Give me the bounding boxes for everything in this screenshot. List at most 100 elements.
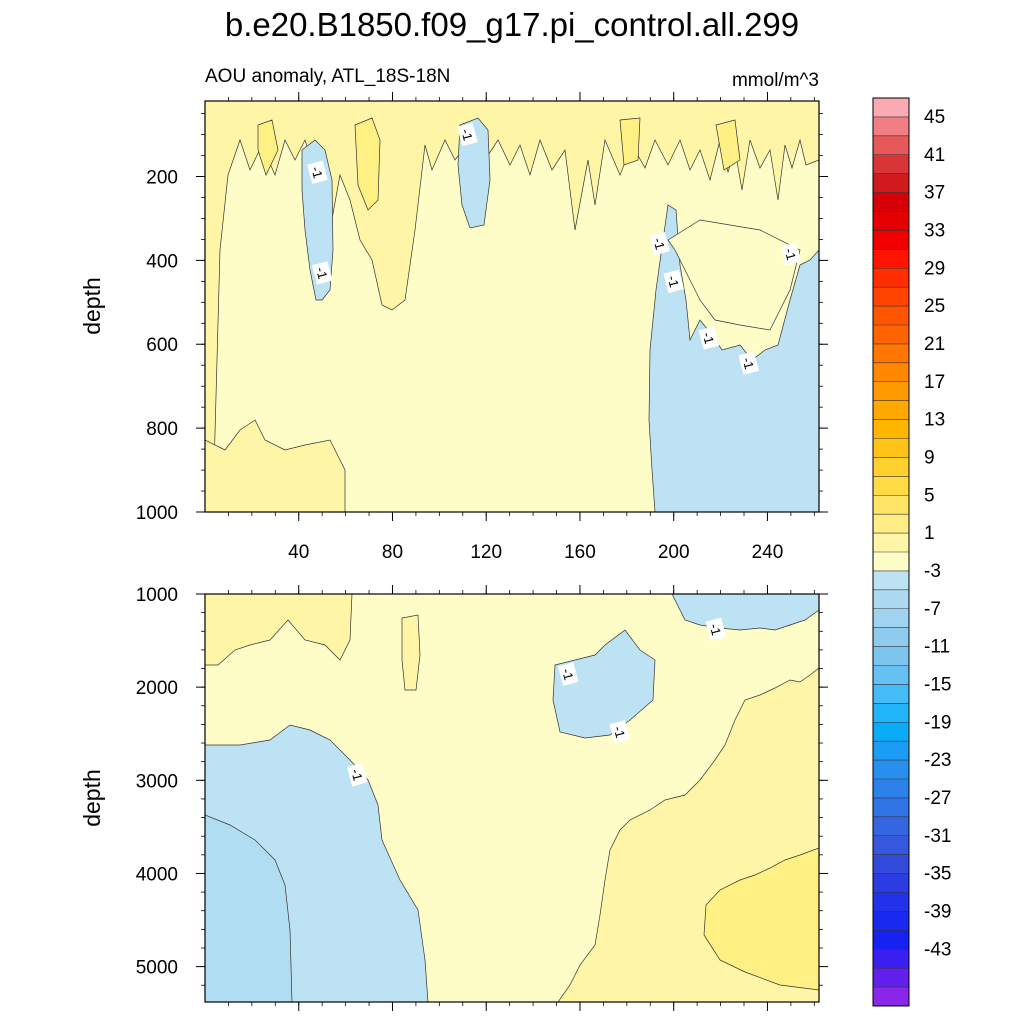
colorbar-label: 25	[924, 296, 945, 317]
contour-label-bg	[663, 269, 685, 294]
lower-plot-frame	[204, 593, 820, 1003]
colorbar-swatch	[873, 495, 909, 515]
upper-surface-positive-region	[205, 101, 819, 512]
colorbar-swatch	[873, 419, 909, 439]
colorbar-frame	[872, 97, 910, 1007]
colorbar-swatch	[873, 873, 909, 893]
lower-x-ticks	[228, 585, 815, 1011]
colorbar-swatch	[873, 98, 909, 118]
y-tick-label: 1000	[136, 503, 178, 524]
y-tick-label: 2000	[136, 678, 178, 699]
contour-label: -1	[705, 617, 727, 642]
colorbar-label: 5	[924, 485, 935, 506]
upper-y-ticks: 200 400 600 800 1000	[136, 113, 828, 524]
colorbar-label: 41	[924, 145, 945, 166]
colorbar-swatch	[873, 779, 909, 799]
colorbar-swatch	[873, 362, 909, 383]
contour-label-text: -1	[458, 127, 475, 142]
colorbar-swatch	[873, 211, 909, 231]
contour-label: -1	[609, 720, 631, 744]
colorbar-swatch	[873, 854, 909, 874]
contour-label: -1	[307, 160, 328, 185]
contour-label-bg	[738, 351, 760, 375]
colorbar-swatch	[873, 589, 909, 610]
colorbar-label: -11	[924, 637, 950, 658]
x-tick-label: 120	[470, 542, 502, 563]
colorbar-swatch	[873, 381, 909, 402]
y-tick-label: 1000	[136, 585, 178, 606]
lower-central-negative-blob	[552, 629, 656, 739]
colorbar-swatch	[873, 987, 909, 1007]
colorbar-label: -23	[924, 750, 951, 771]
upper-surface-5-patches	[257, 117, 741, 211]
contour-label-text: -1	[348, 767, 365, 782]
colorbar-swatch	[873, 154, 909, 175]
colorbar-label: -43	[924, 939, 951, 960]
lower-panel	[205, 594, 819, 1002]
contour-label-bg	[457, 122, 478, 147]
colorbar-swatch	[873, 306, 909, 326]
colorbar-swatch	[873, 930, 909, 950]
contour-label-text: -1	[782, 247, 799, 262]
colorbar-swatch	[873, 249, 909, 269]
colorbar: 45 41 37 33 29 25 21 17 13 9 5 1 -3 -7 -11 -15 -19 -23 -27…	[872, 97, 951, 1007]
colorbar-swatch	[873, 741, 909, 761]
contour-label-bg	[780, 242, 802, 266]
colorbar-swatch	[873, 911, 909, 931]
colorbar-label: -3	[924, 561, 941, 582]
contour-label: -1	[311, 261, 333, 285]
colorbar-swatch	[873, 287, 909, 307]
lower-bottom-right-5-region	[703, 847, 819, 991]
colorbar-swatch	[873, 230, 909, 250]
units-label: mmol/m^3	[732, 70, 819, 91]
colorbar-swatch	[873, 646, 909, 666]
contour-label: -1	[649, 231, 670, 256]
colorbar-swatch	[873, 476, 909, 496]
colorbar-label: -27	[924, 788, 951, 809]
contour-label-text: -1	[559, 667, 576, 682]
colorbar-swatch	[873, 968, 909, 988]
colorbar-swatch	[873, 514, 909, 534]
colorbar-swatch	[873, 949, 909, 969]
lower-contour-labels: -1 -1 -1 -1	[347, 617, 727, 787]
y-tick-label: 400	[146, 251, 178, 272]
colorbar-swatch	[873, 400, 909, 420]
colorbar-swatch	[873, 816, 909, 837]
upper-contour-labels: -1 -1 -1 -1 -1 -1 -1 -1	[307, 122, 802, 375]
contour-label: -1	[557, 662, 579, 686]
y-tick-label: 4000	[136, 864, 178, 885]
contour-label-bg	[311, 261, 333, 285]
colorbar-label: 45	[924, 107, 945, 128]
upper-panel	[205, 101, 819, 512]
lower-small-positive-patch	[401, 614, 421, 691]
contour-label-bg	[609, 720, 631, 744]
colorbar-label: -19	[924, 712, 951, 733]
contour-label-text: -1	[650, 236, 667, 251]
contour-label-bg	[698, 326, 720, 350]
colorbar-label: 29	[924, 258, 945, 279]
colorbar-label: -15	[924, 674, 951, 695]
contour-label: -1	[457, 122, 478, 147]
contour-label-text: -1	[313, 266, 330, 281]
colorbar-swatch	[873, 268, 909, 288]
contour-label-text: -1	[700, 331, 717, 346]
upper-right-yellow-pocket	[667, 219, 801, 331]
contour-label: -1	[698, 326, 720, 350]
y-tick-label: 200	[146, 167, 178, 188]
upper-right-negative-region	[648, 204, 819, 512]
colorbar-swatch	[873, 192, 909, 212]
contour-label-bg	[705, 617, 727, 642]
colorbar-swatch	[873, 570, 909, 591]
y-tick-label: 5000	[136, 958, 178, 979]
contour-label-bg	[347, 762, 368, 787]
contour-label: -1	[663, 269, 685, 294]
lower-y-ticks: 1000 2000 3000 4000 5000	[136, 585, 828, 986]
colorbar-label: 17	[924, 372, 945, 393]
y-tick-label: 800	[146, 419, 178, 440]
colorbar-swatch	[873, 892, 909, 912]
colorbar-swatch	[873, 703, 909, 723]
contour-label-text: -1	[707, 622, 724, 637]
contour-label-text: -1	[664, 274, 681, 289]
upper-plot-frame	[204, 100, 820, 513]
